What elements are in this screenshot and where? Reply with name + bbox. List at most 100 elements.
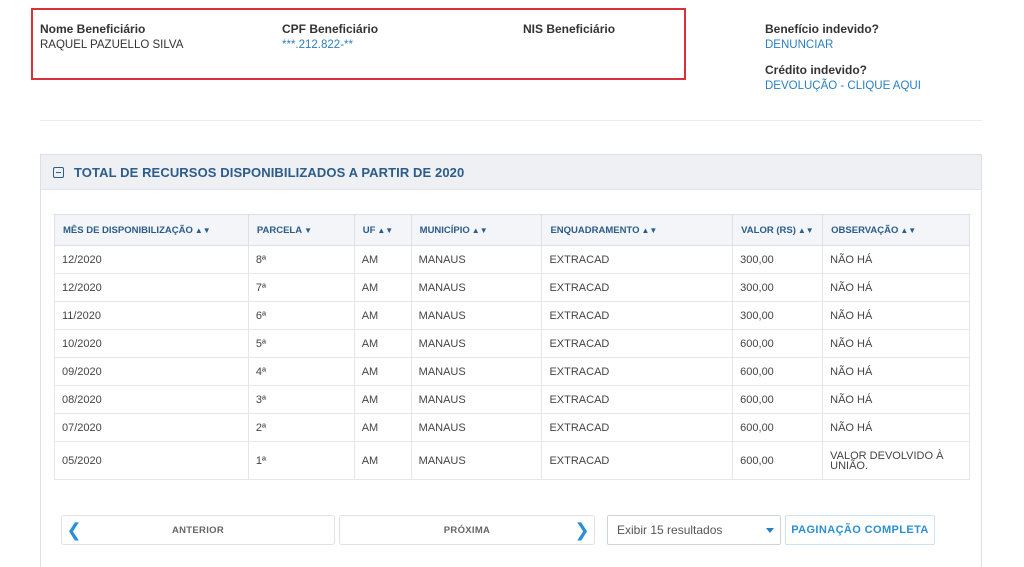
- caret-down-icon: [766, 527, 774, 533]
- beneficiary-cpf-value: ***.212.822-**: [282, 39, 353, 51]
- next-page-label: PRÓXIMA: [443, 524, 491, 536]
- cell-uf: AM: [353, 273, 412, 302]
- cell-observation: NÃO HÁ: [822, 273, 970, 302]
- col-value-header[interactable]: VALOR (Rs) ▲▼: [732, 214, 824, 246]
- col-value-label: VALOR (Rs): [741, 224, 796, 236]
- cell-installment: 3ª: [247, 385, 355, 414]
- cell-installment: 4ª: [247, 357, 355, 386]
- table-row: 08/2020 3ª AM MANAUS EXTRACAD 600,00 NÃO…: [54, 385, 970, 414]
- cell-month: 05/2020: [54, 441, 249, 480]
- cell-observation-text: VALOR DEVOLVIDO À UNIÃO.: [830, 449, 944, 472]
- resources-table: MÊS DE DISPONIBILIZAÇÃO ▲▼ PARCELA ▼ UF ▲▼ …: [54, 214, 970, 480]
- results-per-page-value: Exibir 15 resultados: [617, 523, 723, 537]
- previous-page-button[interactable]: ❮ ANTERIOR: [61, 515, 335, 545]
- cell-month: 08/2020: [54, 385, 249, 414]
- cell-observation: NÃO HÁ: [822, 413, 970, 442]
- col-installment-header[interactable]: PARCELA ▼: [247, 214, 355, 246]
- cell-installment: 7ª: [247, 273, 355, 302]
- cell-framework: EXTRACAD: [541, 357, 734, 386]
- table-row: 07/2020 2ª AM MANAUS EXTRACAD 600,00 NÃO…: [54, 413, 970, 442]
- denounce-link[interactable]: DENUNCIAR: [765, 39, 834, 51]
- results-per-page-select[interactable]: Exibir 15 resultados: [607, 515, 781, 545]
- improper-benefit-label: Benefício indevido?: [765, 22, 880, 36]
- sort-both-icon: ▲▼: [797, 225, 814, 235]
- beneficiary-cpf-label: CPF Beneficiário: [282, 22, 379, 36]
- beneficiary-nis-label: NIS Beneficiário: [523, 22, 616, 36]
- refund-link[interactable]: DEVOLUÇÃO - CLIQUE AQUI: [765, 80, 921, 92]
- cell-uf: AM: [353, 357, 412, 386]
- col-month-header[interactable]: MÊS DE DISPONIBILIZAÇÃO ▲▼: [54, 214, 249, 246]
- cell-month: 10/2020: [54, 329, 249, 358]
- beneficiary-name-label: Nome Beneficiário: [40, 22, 146, 36]
- cell-month: 12/2020: [54, 245, 249, 274]
- cell-city: MANAUS: [410, 385, 543, 414]
- previous-page-label: ANTERIOR: [171, 524, 224, 536]
- chevron-left-icon: ❮: [66, 520, 82, 540]
- table-row: 10/2020 5ª AM MANAUS EXTRACAD 600,00 NÃO…: [54, 329, 970, 358]
- col-installment-label: PARCELA: [256, 224, 303, 236]
- sort-desc-icon: ▼: [304, 225, 312, 235]
- cell-city: MANAUS: [410, 357, 543, 386]
- chevron-right-icon: ❯: [574, 520, 590, 540]
- cell-uf: AM: [353, 385, 412, 414]
- cell-city: MANAUS: [410, 329, 543, 358]
- table-row: 05/2020 1ª AM MANAUS EXTRACAD 600,00 VAL…: [54, 441, 970, 480]
- beneficiary-name-value: RAQUEL PAZUELLO SILVA: [40, 39, 184, 51]
- table-header-row: MÊS DE DISPONIBILIZAÇÃO ▲▼ PARCELA ▼ UF ▲▼ …: [54, 214, 970, 246]
- full-pagination-button[interactable]: PAGINAÇÃO COMPLETA: [785, 515, 935, 545]
- cell-installment: 1ª: [247, 441, 355, 480]
- beneficiary-highlight-box: [31, 8, 686, 80]
- sort-both-icon: ▲▼: [641, 225, 658, 235]
- cell-value: 300,00: [732, 273, 824, 302]
- beneficiary-cpf-field: CPF Beneficiário ***.212.822-**: [282, 21, 378, 53]
- col-uf-label: UF: [362, 224, 376, 236]
- cell-city: MANAUS: [410, 441, 543, 480]
- cell-city: MANAUS: [410, 413, 543, 442]
- next-page-button[interactable]: PRÓXIMA ❯: [339, 515, 595, 545]
- table-row: 09/2020 4ª AM MANAUS EXTRACAD 600,00 NÃO…: [54, 357, 970, 386]
- col-city-label: MUNICÍPIO: [419, 224, 470, 236]
- col-city-header[interactable]: MUNICÍPIO ▲▼: [410, 214, 543, 246]
- col-month-label: MÊS DE DISPONIBILIZAÇÃO: [63, 224, 193, 236]
- cell-observation: NÃO HÁ: [822, 329, 970, 358]
- cell-framework: EXTRACAD: [541, 441, 734, 480]
- section-divider: [40, 120, 982, 121]
- col-observation-label: OBSERVAÇÃO: [831, 224, 899, 236]
- table-row: 12/2020 8ª AM MANAUS EXTRACAD 300,00 NÃO…: [54, 245, 970, 274]
- improper-credit-block: Crédito indevido? DEVOLUÇÃO - CLIQUE AQU…: [765, 62, 921, 94]
- cell-value: 600,00: [732, 385, 824, 414]
- cell-installment: 8ª: [247, 245, 355, 274]
- cell-city: MANAUS: [410, 245, 543, 274]
- cell-framework: EXTRACAD: [541, 413, 734, 442]
- cell-framework: EXTRACAD: [541, 273, 734, 302]
- cell-installment: 2ª: [247, 413, 355, 442]
- minus-square-icon[interactable]: [53, 166, 64, 178]
- col-uf-header[interactable]: UF ▲▼: [353, 214, 412, 246]
- sort-both-icon: ▲▼: [471, 225, 488, 235]
- panel-title: TOTAL DE RECURSOS DISPONIBILIZADOS A PAR…: [74, 164, 465, 180]
- cell-uf: AM: [353, 329, 412, 358]
- cell-observation: VALOR DEVOLVIDO À UNIÃO.: [822, 441, 970, 480]
- sort-both-icon: ▲▼: [194, 225, 211, 235]
- resources-panel: TOTAL DE RECURSOS DISPONIBILIZADOS A PAR…: [40, 154, 982, 567]
- cell-value: 600,00: [732, 413, 824, 442]
- cell-value: 600,00: [732, 441, 824, 480]
- col-framework-label: ENQUADRAMENTO: [550, 224, 640, 236]
- cell-uf: AM: [353, 245, 412, 274]
- cell-month: 12/2020: [54, 273, 249, 302]
- cell-installment: 6ª: [247, 301, 355, 330]
- cell-observation: NÃO HÁ: [822, 357, 970, 386]
- cell-month: 11/2020: [54, 301, 249, 330]
- col-observation-header[interactable]: OBSERVAÇÃO ▲▼: [822, 214, 970, 246]
- cell-observation: NÃO HÁ: [822, 301, 970, 330]
- improper-credit-label: Crédito indevido?: [765, 63, 867, 77]
- cell-framework: EXTRACAD: [541, 301, 734, 330]
- resources-panel-header[interactable]: TOTAL DE RECURSOS DISPONIBILIZADOS A PAR…: [41, 155, 981, 190]
- improper-benefit-block: Benefício indevido? DENUNCIAR: [765, 21, 879, 53]
- cell-framework: EXTRACAD: [541, 245, 734, 274]
- col-framework-header[interactable]: ENQUADRAMENTO ▲▼: [541, 214, 734, 246]
- cell-observation: NÃO HÁ: [822, 245, 970, 274]
- cell-framework: EXTRACAD: [541, 385, 734, 414]
- beneficiary-name-field: Nome Beneficiário RAQUEL PAZUELLO SILVA: [40, 21, 183, 53]
- cell-month: 09/2020: [54, 357, 249, 386]
